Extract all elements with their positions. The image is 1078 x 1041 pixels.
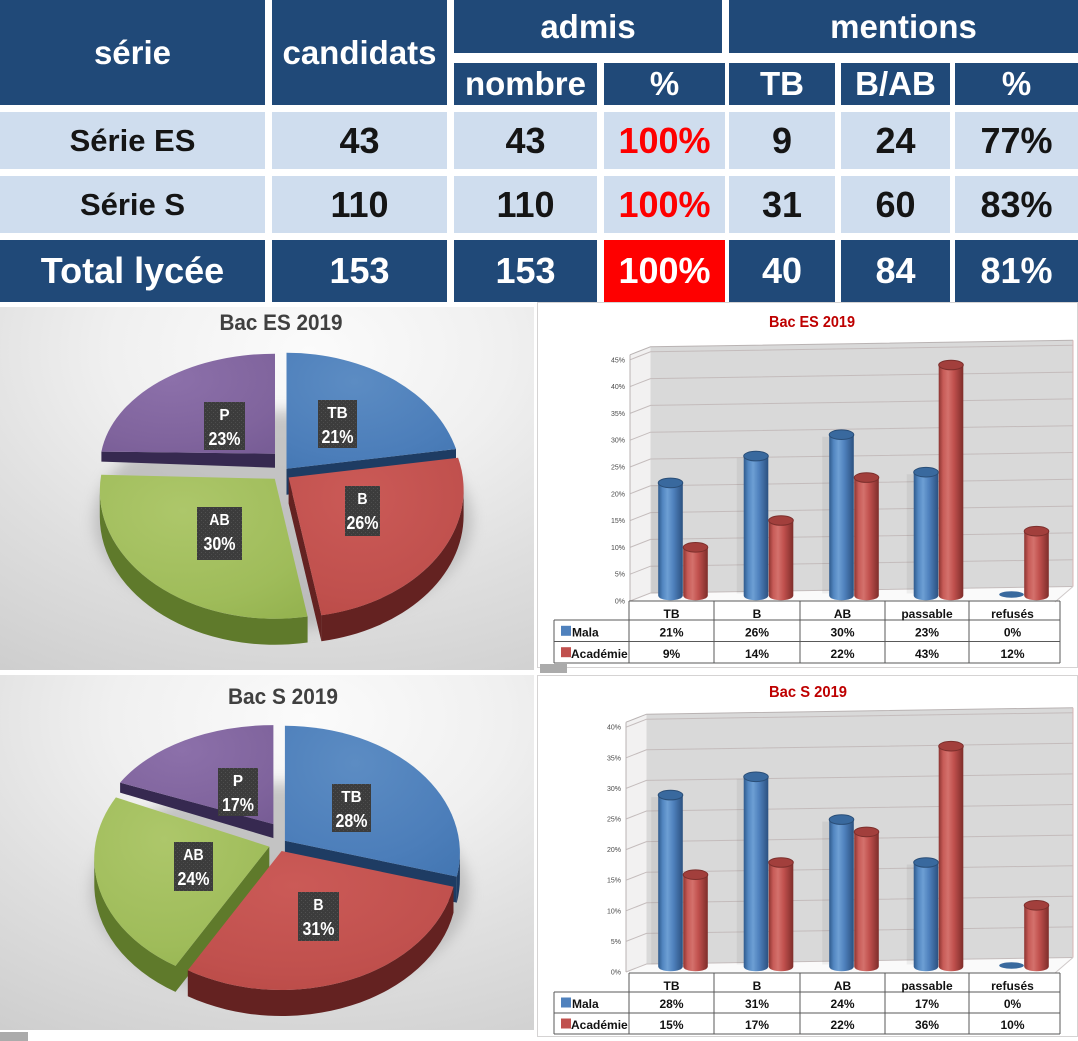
svg-text:28%: 28% bbox=[659, 997, 683, 1011]
svg-text:TB: TB bbox=[664, 979, 680, 993]
svg-text:B: B bbox=[357, 491, 367, 508]
svg-text:31%: 31% bbox=[745, 997, 769, 1011]
svg-text:Académie: Académie bbox=[571, 647, 628, 661]
svg-text:Bac ES 2019: Bac ES 2019 bbox=[769, 314, 855, 331]
svg-text:AB: AB bbox=[209, 512, 229, 529]
svg-text:Bac S 2019: Bac S 2019 bbox=[228, 684, 338, 709]
svg-text:17%: 17% bbox=[915, 997, 939, 1011]
svg-text:10%: 10% bbox=[607, 908, 621, 915]
svg-text:0%: 0% bbox=[1004, 626, 1022, 640]
svg-text:21%: 21% bbox=[322, 426, 354, 447]
svg-text:AB: AB bbox=[183, 847, 203, 864]
svg-text:10%: 10% bbox=[1000, 1018, 1024, 1032]
svg-text:15%: 15% bbox=[607, 878, 621, 885]
svg-text:10%: 10% bbox=[611, 545, 625, 552]
svg-text:35%: 35% bbox=[607, 755, 621, 762]
svg-text:36%: 36% bbox=[915, 1018, 939, 1032]
svg-text:43%: 43% bbox=[915, 647, 939, 661]
svg-text:25%: 25% bbox=[607, 817, 621, 824]
svg-text:26%: 26% bbox=[745, 626, 769, 640]
svg-text:Académie: Académie bbox=[571, 1018, 628, 1032]
svg-text:24%: 24% bbox=[178, 868, 210, 889]
svg-text:15%: 15% bbox=[611, 518, 625, 525]
svg-text:P: P bbox=[219, 407, 230, 424]
svg-text:30%: 30% bbox=[607, 786, 621, 793]
svg-text:22%: 22% bbox=[830, 647, 854, 661]
svg-text:30%: 30% bbox=[830, 626, 854, 640]
svg-text:25%: 25% bbox=[611, 465, 625, 472]
svg-text:14%: 14% bbox=[745, 647, 769, 661]
svg-text:0%: 0% bbox=[1004, 997, 1022, 1011]
svg-text:23%: 23% bbox=[915, 626, 939, 640]
svg-text:passable: passable bbox=[901, 607, 953, 621]
svg-text:Bac ES 2019: Bac ES 2019 bbox=[220, 310, 343, 335]
svg-text:21%: 21% bbox=[659, 626, 683, 640]
svg-text:28%: 28% bbox=[336, 810, 368, 831]
svg-text:Mala: Mala bbox=[572, 626, 599, 640]
svg-text:TB: TB bbox=[327, 405, 347, 422]
svg-text:0%: 0% bbox=[615, 599, 625, 606]
svg-text:5%: 5% bbox=[611, 939, 621, 946]
svg-text:AB: AB bbox=[834, 607, 852, 621]
svg-text:TB: TB bbox=[664, 607, 680, 621]
svg-text:31%: 31% bbox=[303, 918, 335, 939]
svg-text:30%: 30% bbox=[611, 438, 625, 445]
svg-text:12%: 12% bbox=[1000, 647, 1024, 661]
svg-text:Mala: Mala bbox=[572, 997, 599, 1011]
svg-text:B: B bbox=[753, 607, 762, 621]
svg-text:22%: 22% bbox=[830, 1018, 854, 1032]
svg-text:9%: 9% bbox=[663, 647, 681, 661]
svg-text:35%: 35% bbox=[611, 411, 625, 418]
svg-text:B: B bbox=[313, 897, 323, 914]
svg-text:24%: 24% bbox=[830, 997, 854, 1011]
svg-text:40%: 40% bbox=[611, 384, 625, 391]
svg-text:23%: 23% bbox=[209, 428, 241, 449]
svg-text:0%: 0% bbox=[611, 970, 621, 977]
svg-text:P: P bbox=[233, 773, 244, 790]
svg-text:refusés: refusés bbox=[991, 979, 1034, 993]
svg-text:refusés: refusés bbox=[991, 607, 1034, 621]
svg-text:20%: 20% bbox=[607, 847, 621, 854]
svg-text:passable: passable bbox=[901, 979, 953, 993]
svg-text:17%: 17% bbox=[222, 794, 254, 815]
svg-text:17%: 17% bbox=[745, 1018, 769, 1032]
svg-text:40%: 40% bbox=[607, 725, 621, 732]
svg-text:30%: 30% bbox=[204, 533, 236, 554]
svg-text:Bac S 2019: Bac S 2019 bbox=[769, 684, 847, 701]
svg-text:26%: 26% bbox=[347, 512, 379, 533]
svg-text:5%: 5% bbox=[615, 572, 625, 579]
svg-text:15%: 15% bbox=[659, 1018, 683, 1032]
svg-text:AB: AB bbox=[834, 979, 852, 993]
svg-text:B: B bbox=[753, 979, 762, 993]
svg-text:20%: 20% bbox=[611, 491, 625, 498]
svg-text:TB: TB bbox=[341, 789, 361, 806]
svg-text:45%: 45% bbox=[611, 357, 625, 364]
